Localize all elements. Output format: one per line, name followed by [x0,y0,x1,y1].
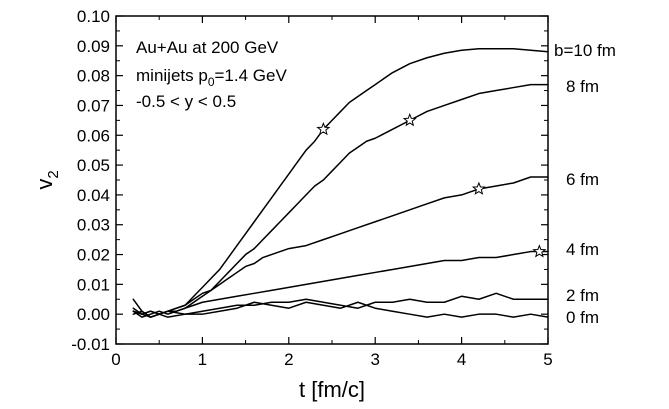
annotation-minijets-suffix: =1.4 GeV [215,66,288,85]
y-tick-label-6: 0.05 [77,156,110,175]
y-tick-label-3: 0.02 [77,246,110,265]
annotation-minijets: minijets p0=1.4 GeV [136,66,287,89]
annotation-minijets-prefix: minijets p [136,66,208,85]
annotation-block: Au+Au at 200 GeV minijets p0=1.4 GeV -0.… [136,38,287,111]
series-label-b2: 2 fm [566,286,599,305]
y-tick-label-11: 0.10 [77,7,110,26]
y-axis-label-subscript: 2 [45,170,62,178]
series-label-b8: 8 fm [566,77,599,96]
series-line-4-fm [132,250,549,318]
y-tick-label-5: 0.04 [77,186,110,205]
series-line-2-fm [132,292,549,318]
star-marker-8-fm-0 [402,112,417,127]
x-axis-tick-labels: 0 1 2 3 4 5 [111,350,552,369]
series-label-b6: 6 fm [566,170,599,189]
x-tick-label-0: 0 [111,350,120,369]
x-tick-label-3: 3 [370,350,379,369]
y-axis-label: v2 [32,170,62,189]
y-axis-label-main: v [32,179,57,190]
y-tick-label-1: 0.00 [77,305,110,324]
annotation-collision-system: Au+Au at 200 GeV [136,38,279,57]
y-tick-label-7: 0.06 [77,126,110,145]
y-axis-ticks [116,15,548,345]
series-line-8-fm [132,83,549,315]
star-marker-6-fm-0 [471,181,486,195]
series-markers [316,112,547,258]
y-tick-label-0: -0.01 [71,335,110,354]
y-tick-label-4: 0.03 [77,216,110,235]
y-tick-label-8: 0.07 [77,96,110,115]
series-lines [132,48,549,318]
x-axis-label: t [fm/c] [299,377,365,402]
series-label-b4: 4 fm [566,240,599,259]
x-tick-label-5: 5 [543,350,552,369]
x-tick-label-2: 2 [284,350,293,369]
y-tick-label-9: 0.08 [77,67,110,86]
y-tick-label-10: 0.09 [77,37,110,56]
x-axis-ticks [115,16,549,344]
annotation-minijets-subscript: 0 [208,75,215,89]
series-label-b0: 0 fm [566,308,599,327]
annotation-rapidity-window: -0.5 < y < 0.5 [136,92,236,111]
series-line-b-10-fm [132,48,549,318]
series-label-b10: b=10 fm [554,41,616,60]
star-marker-b-10-fm-0 [316,121,331,136]
star-marker-4-fm-0 [532,244,547,258]
series-line-6-fm [132,176,549,315]
x-tick-label-1: 1 [198,350,207,369]
series-labels: b=10 fm 8 fm 6 fm 4 fm 2 fm 0 fm [554,41,616,327]
y-tick-label-2: 0.01 [77,275,110,294]
x-tick-label-4: 4 [457,350,466,369]
y-axis-tick-labels: -0.01 0.00 0.01 0.02 0.03 0.04 0.05 0.06 0.07 0.0… [71,7,110,354]
series-line-0-fm [132,301,549,318]
